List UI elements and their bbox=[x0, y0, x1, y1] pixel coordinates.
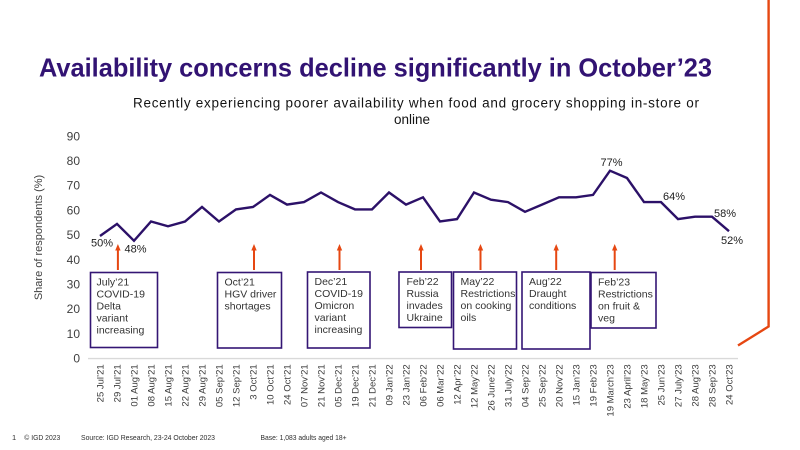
svg-text:COVID-19: COVID-19 bbox=[315, 288, 364, 300]
svg-text:05 Dec’21: 05 Dec’21 bbox=[334, 364, 345, 407]
svg-text:Draught: Draught bbox=[529, 288, 566, 300]
svg-text:25 Sep’22: 25 Sep’22 bbox=[538, 364, 549, 407]
svg-text:15 Aug’21: 15 Aug’21 bbox=[164, 364, 175, 406]
svg-text:0: 0 bbox=[73, 352, 80, 366]
svg-text:29 Aug’21: 29 Aug’21 bbox=[198, 364, 209, 406]
svg-text:variant: variant bbox=[97, 312, 129, 324]
svg-text:Omicron: Omicron bbox=[315, 300, 355, 312]
svg-text:19 Feb’23: 19 Feb’23 bbox=[589, 364, 600, 406]
svg-text:48%: 48% bbox=[124, 244, 146, 256]
svg-text:07 Nov’21: 07 Nov’21 bbox=[300, 364, 311, 407]
svg-text:19 Dec’21: 19 Dec’21 bbox=[351, 364, 362, 407]
svg-text:28 Aug’23: 28 Aug’23 bbox=[691, 364, 702, 406]
svg-text:18 May’23: 18 May’23 bbox=[640, 364, 651, 408]
svg-text:conditions: conditions bbox=[529, 300, 576, 312]
svg-text:Availability concerns decline: Availability concerns decline significan… bbox=[39, 53, 712, 83]
svg-text:24 Oct’21: 24 Oct’21 bbox=[283, 364, 294, 405]
svg-text:Oct’21: Oct’21 bbox=[225, 276, 256, 288]
svg-text:May’22: May’22 bbox=[461, 276, 495, 288]
svg-text:12 Apr’22: 12 Apr’22 bbox=[453, 364, 464, 405]
svg-text:on fruit &: on fruit & bbox=[598, 300, 640, 312]
svg-text:28 Sep’23: 28 Sep’23 bbox=[708, 364, 719, 407]
svg-text:shortages: shortages bbox=[225, 300, 271, 312]
svg-text:60: 60 bbox=[67, 203, 81, 217]
svg-text:Share of respondents (%): Share of respondents (%) bbox=[33, 175, 45, 300]
svg-text:50: 50 bbox=[67, 228, 81, 242]
svg-text:30: 30 bbox=[67, 278, 81, 292]
svg-text:24 Oct’23: 24 Oct’23 bbox=[725, 364, 736, 405]
svg-text:80: 80 bbox=[67, 154, 81, 168]
svg-text:12 May’22: 12 May’22 bbox=[470, 364, 481, 408]
svg-text:20: 20 bbox=[67, 302, 81, 316]
svg-text:oils: oils bbox=[461, 312, 477, 324]
svg-text:10 Oct’21: 10 Oct’21 bbox=[266, 364, 277, 405]
svg-text:09 Jan’22: 09 Jan’22 bbox=[385, 364, 396, 405]
svg-text:25 Jun’23: 25 Jun’23 bbox=[657, 364, 668, 405]
svg-text:Source: IGD Research, 23-24 Oc: Source: IGD Research, 23-24 October 2023 bbox=[81, 433, 215, 442]
svg-text:25 Jul’21: 25 Jul’21 bbox=[96, 364, 107, 402]
svg-text:05 Sep’21: 05 Sep’21 bbox=[215, 364, 226, 407]
svg-text:64%: 64% bbox=[663, 191, 685, 203]
svg-text:58%: 58% bbox=[714, 208, 736, 220]
svg-text:04 Sep’22: 04 Sep’22 bbox=[521, 364, 532, 407]
svg-text:Recently experiencing poorer a: Recently experiencing poorer availabilit… bbox=[133, 96, 700, 111]
svg-text:online: online bbox=[394, 112, 430, 127]
svg-text:Russia: Russia bbox=[407, 288, 439, 300]
svg-text:increasing: increasing bbox=[315, 324, 363, 336]
svg-text:veg: veg bbox=[598, 312, 615, 324]
svg-text:Restrictions: Restrictions bbox=[598, 288, 653, 300]
svg-text:01 Aug’21: 01 Aug’21 bbox=[130, 364, 141, 406]
svg-text:12 Sep’21: 12 Sep’21 bbox=[232, 364, 243, 407]
svg-text:08 Aug’21: 08 Aug’21 bbox=[147, 364, 158, 406]
svg-text:20 Nov’22: 20 Nov’22 bbox=[555, 364, 566, 407]
svg-text:31 July’22: 31 July’22 bbox=[504, 364, 515, 407]
svg-text:10: 10 bbox=[67, 327, 81, 341]
svg-text:on cooking: on cooking bbox=[461, 300, 512, 312]
svg-text:21 Dec’21: 21 Dec’21 bbox=[368, 364, 379, 407]
svg-text:90: 90 bbox=[67, 129, 81, 143]
svg-text:06 Mar’22: 06 Mar’22 bbox=[436, 364, 447, 407]
svg-text:40: 40 bbox=[67, 253, 81, 267]
svg-text:27 July’23: 27 July’23 bbox=[674, 364, 685, 407]
svg-text:15 Jan’23: 15 Jan’23 bbox=[572, 364, 583, 405]
svg-text:22 Aug’21: 22 Aug’21 bbox=[181, 364, 192, 406]
svg-text:Restrictions: Restrictions bbox=[461, 288, 516, 300]
svg-text:HGV driver: HGV driver bbox=[225, 288, 277, 300]
svg-text:23 April’23: 23 April’23 bbox=[623, 364, 634, 408]
svg-text:Feb’23: Feb’23 bbox=[598, 276, 630, 288]
svg-text:COVID-19: COVID-19 bbox=[97, 288, 146, 300]
svg-text:Ukraine: Ukraine bbox=[407, 312, 443, 324]
svg-text:increasing: increasing bbox=[97, 324, 145, 336]
svg-text:Aug’22: Aug’22 bbox=[529, 276, 562, 288]
svg-text:1: 1 bbox=[12, 433, 16, 442]
svg-text:52%: 52% bbox=[721, 235, 743, 247]
svg-text:50%: 50% bbox=[91, 238, 113, 250]
svg-text:invades: invades bbox=[407, 300, 443, 312]
svg-text:26 June’22: 26 June’22 bbox=[487, 364, 498, 410]
svg-text:Base: 1,083 adults aged 18+: Base: 1,083 adults aged 18+ bbox=[261, 433, 348, 442]
svg-text:Dec’21: Dec’21 bbox=[315, 276, 348, 288]
svg-text:July’21: July’21 bbox=[97, 276, 130, 288]
svg-text:variant: variant bbox=[315, 312, 347, 324]
svg-text:Feb’22: Feb’22 bbox=[407, 276, 439, 288]
svg-text:3 Oct’21: 3 Oct’21 bbox=[249, 364, 260, 399]
svg-text:21 Nov’21: 21 Nov’21 bbox=[317, 364, 328, 407]
svg-text:© IGD 2023: © IGD 2023 bbox=[24, 433, 60, 442]
svg-text:29 Jul’21: 29 Jul’21 bbox=[113, 364, 124, 402]
svg-text:77%: 77% bbox=[600, 157, 622, 169]
svg-text:70: 70 bbox=[67, 179, 81, 193]
svg-text:23 Jan’22: 23 Jan’22 bbox=[402, 364, 413, 405]
svg-text:Delta: Delta bbox=[97, 300, 122, 312]
svg-text:06 Feb’22: 06 Feb’22 bbox=[419, 364, 430, 406]
svg-text:19 March’23: 19 March’23 bbox=[606, 364, 617, 416]
